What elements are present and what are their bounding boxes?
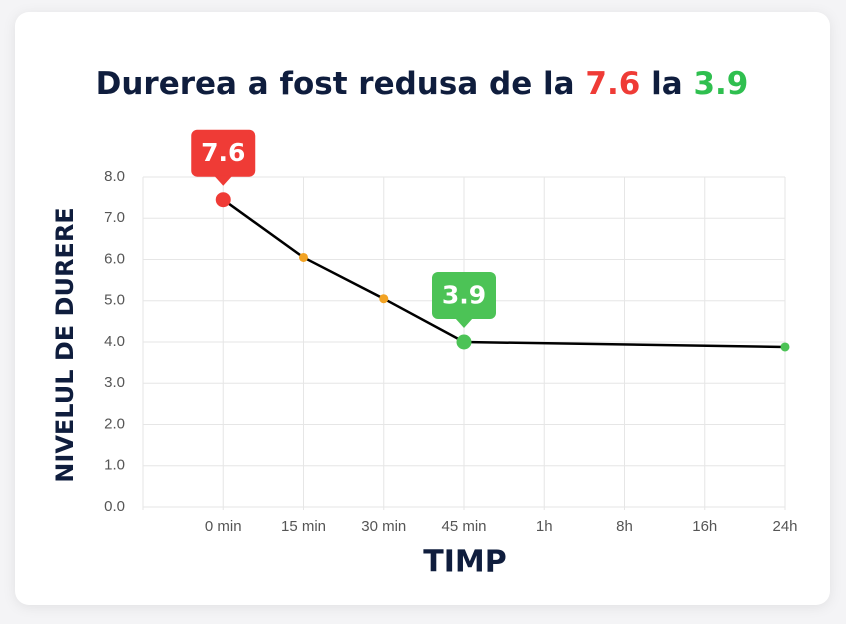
x-tick-label: 45 min [441,518,486,535]
callout-box [191,129,256,177]
y-tick-label: 0.0 [104,498,125,515]
y-tick-label: 1.0 [104,457,125,474]
chart-title: Durerea a fost redusa de la 7.6 la 3.9 [96,66,749,102]
data-point [215,192,231,208]
x-tick-label: 24h [772,518,797,535]
title-part: 7.6 [585,66,640,102]
callout-label: 7.6 [201,138,245,167]
line-segment [222,198,305,259]
y-tick-label: 4.0 [104,333,125,350]
y-tick-label: 5.0 [104,292,125,309]
x-tick-label: 8h [616,518,633,535]
line-segment [463,340,786,349]
y-tick-label: 2.0 [104,415,125,432]
callout-pointer [214,175,233,186]
data-point [456,334,472,350]
x-tick-label: 1h [536,518,553,535]
title-part: la [640,66,693,102]
y-axis-label: NIVELUL DE DURERE [51,207,79,482]
line-segment [383,297,465,344]
line-segment [302,256,385,300]
title-part: Durerea a fost redusa de la [96,66,586,102]
x-tick-label: 30 min [361,518,406,535]
y-tick-label: 6.0 [104,250,125,267]
x-axis-label: TIMP [423,545,506,580]
x-tick-label: 15 min [281,518,326,535]
data-point [299,252,308,262]
callout-label: 3.9 [442,281,486,310]
data-point [780,342,790,352]
y-tick-label: 8.0 [104,168,125,185]
x-tick-label: 16h [692,518,717,535]
x-tick-label: 0 min [205,518,242,535]
callout-box [432,272,496,319]
callout-pointer [455,318,473,328]
y-tick-label: 3.0 [104,374,125,391]
title-part: 3.9 [693,66,748,102]
data-point [379,294,389,304]
y-tick-label: 7.0 [104,209,125,226]
